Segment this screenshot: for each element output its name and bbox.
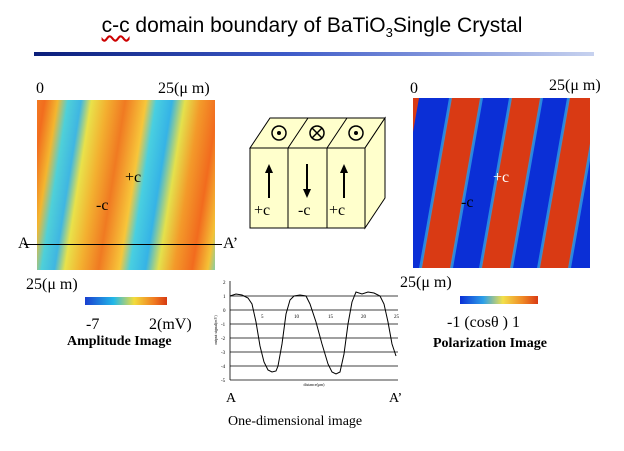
pol-domain-plus: +c	[493, 169, 510, 186]
profile-x-tick: 15	[328, 315, 334, 320]
amp-domain-plus: +c	[125, 169, 142, 186]
amp-line-a	[24, 244, 222, 245]
pol-domain-minus: -c	[461, 194, 474, 211]
amplitude-image	[37, 100, 215, 270]
profile-y-tick: -5	[221, 379, 226, 384]
profile-x-tick: 10	[294, 315, 300, 320]
profile-end-label: A’	[389, 391, 403, 406]
pol-scale-label: -1 (cosθ ) 1	[447, 314, 520, 331]
amp-caption: Amplitude Image	[67, 334, 172, 349]
profile-x-label: distance(μm)	[303, 382, 325, 387]
down-arrow-icon	[303, 164, 311, 198]
pol-axis-end-top: 25(μ m)	[549, 77, 601, 94]
cross-circle-icon	[309, 125, 325, 141]
profile-caption: One-dimensional image	[228, 414, 363, 429]
up-arrow-icon	[340, 164, 348, 198]
amp-scale-min: -7	[86, 316, 100, 333]
profile-y-tick: -1	[221, 323, 226, 328]
profile-y-tick: 0	[223, 309, 226, 314]
amp-colorbar	[85, 297, 167, 305]
amp-domain-minus: -c	[96, 197, 109, 214]
pol-axis-origin: 0	[410, 80, 418, 97]
amp-line-end: A’	[223, 235, 239, 252]
crystal-label-1: +c	[254, 202, 271, 219]
title-subscript: 3	[385, 25, 393, 41]
profile-y-tick: -2	[221, 337, 226, 342]
polarization-image	[413, 98, 590, 268]
pol-axis-end-bottom: 25(μ m)	[400, 274, 452, 291]
dot-circle-icon	[271, 125, 287, 141]
amp-scale-max: 2(mV)	[149, 316, 192, 333]
profile-y-label: output signal(mV)	[213, 315, 218, 345]
profile-x-tick: 20	[361, 315, 367, 320]
pol-colorbar	[460, 296, 538, 304]
crystal-label-2: -c	[298, 202, 311, 219]
profile-y-tick: 1	[223, 295, 226, 300]
title-suffix: Single Crystal	[392, 14, 523, 37]
profile-start-label: A	[226, 391, 237, 406]
profile-signal-line	[229, 291, 397, 375]
profile-plot: 2 1 0 -1 -2 -3 -4 -5 5 10 15 20 25 outpu…	[212, 274, 408, 392]
crystal-label-3: +c	[329, 202, 346, 219]
title-underline	[34, 52, 594, 56]
amp-line-start: A	[18, 235, 30, 252]
profile-y-tick: 2	[223, 281, 226, 286]
profile-x-tick: 25	[394, 315, 400, 320]
profile-y-tick: -3	[221, 351, 226, 356]
up-arrow-icon	[265, 164, 273, 198]
crystal-model	[245, 108, 395, 238]
profile-x-tick: 5	[261, 315, 264, 320]
amp-axis-origin: 0	[36, 80, 44, 97]
title-main: domain boundary of BaTiO	[129, 14, 386, 37]
amp-axis-end-bottom: 25(μ m)	[26, 276, 78, 293]
profile-y-tick: -4	[221, 365, 226, 370]
title-prefix: c-c	[101, 14, 130, 37]
pol-caption: Polarization Image	[433, 336, 547, 351]
dot-circle-icon	[348, 125, 364, 141]
amp-axis-end-top: 25(μ m)	[158, 80, 210, 97]
page-title: c-c domain boundary of BaTiO3Single Crys…	[0, 14, 624, 40]
